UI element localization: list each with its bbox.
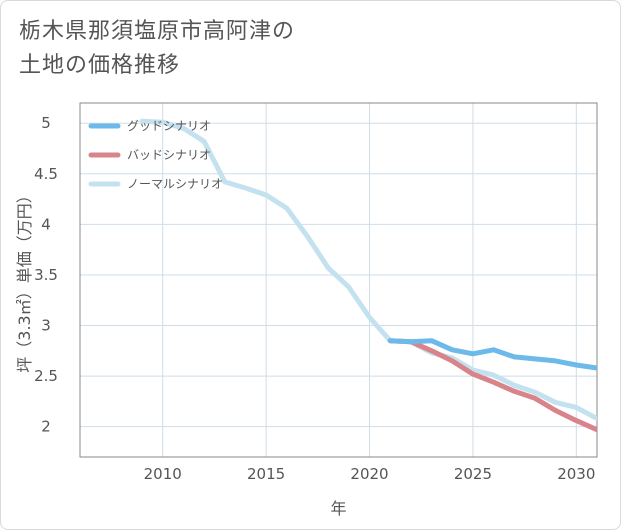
plot-area: [79, 102, 598, 458]
y-tick-label-4: 4: [41, 215, 51, 233]
chart-title: 栃木県那須塩原市高阿津の 土地の価格推移: [19, 15, 295, 83]
x-tick-label-2010: 2010: [144, 465, 182, 483]
y-tick-label-2: 2: [41, 418, 51, 436]
x-tick-label-2020: 2020: [350, 465, 388, 483]
chart-title-line-2: 土地の価格推移: [19, 53, 181, 78]
series-line-2: [387, 338, 597, 371]
legend-label-0: グッドシナリオ: [127, 119, 211, 133]
y-tick-label-5: 5: [41, 114, 51, 132]
tick-labels: 2010 2015 2020 2025 2030 2 2.5 3 3.5 4 4.5 5: [34, 114, 595, 483]
y-tick-label-3.5: 3.5: [34, 266, 58, 284]
y-tick-label-2.5: 2.5: [34, 367, 58, 385]
chart-title-line-1: 栃木県那須塩原市高阿津の: [19, 19, 296, 44]
grid-lines: [80, 103, 597, 457]
x-tick-label-2030: 2030: [557, 465, 595, 483]
series-line-0: [139, 118, 597, 422]
legend-label-1: バッドシナリオ: [127, 148, 211, 162]
series-group: [139, 118, 597, 433]
series-line-1: [387, 338, 597, 433]
legend-label-2: ノーマルシナリオ: [127, 177, 223, 191]
y-tick-label-3: 3: [41, 317, 51, 335]
x-tick-label-2015: 2015: [247, 465, 285, 483]
series-layer: [139, 118, 597, 433]
y-axis-title: 坪（3.3㎡）単価（万円）: [15, 187, 34, 372]
x-axis-title: 年: [330, 499, 346, 518]
x-tick-label-2025: 2025: [454, 465, 492, 483]
y-tick-label-4.5: 4.5: [34, 165, 58, 183]
